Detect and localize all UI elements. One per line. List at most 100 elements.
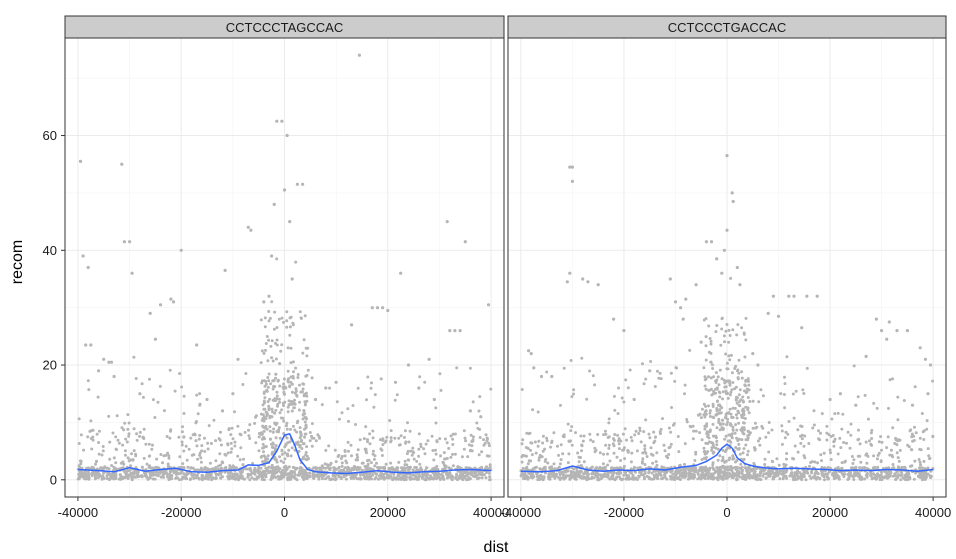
data-point [641,457,644,460]
data-point [344,466,347,469]
data-point [354,423,357,426]
data-point [232,437,235,440]
data-point [570,472,573,475]
data-point [790,471,793,474]
outlier-point [865,355,868,358]
data-point [711,416,714,419]
outlier-point [805,295,808,298]
data-point [344,454,347,457]
facet-strip-label: CCTCCCTGACCAC [668,20,786,35]
outlier-point [777,315,780,318]
data-point [153,416,156,419]
data-point [719,369,722,372]
data-point [923,460,926,463]
outlier-point [568,272,571,275]
data-point [92,429,95,432]
data-point [485,433,488,436]
data-point [583,460,586,463]
data-point [715,443,718,446]
outlier-point [550,375,553,378]
data-point [630,452,633,455]
data-point [83,471,86,474]
data-point [451,453,454,456]
data-point [445,473,448,476]
data-point [200,444,203,447]
data-point [743,426,746,429]
data-point [589,439,592,442]
data-point [627,451,630,454]
outlier-point [906,329,909,332]
data-point [707,471,710,474]
data-point [177,436,180,439]
data-point [913,478,916,481]
data-point [549,472,552,475]
data-point [736,323,739,326]
data-point [276,391,279,394]
data-point [449,456,452,459]
data-point [124,454,127,457]
data-point [572,474,575,477]
data-point [539,474,542,477]
data-point [135,377,138,380]
data-point [134,454,137,457]
data-point [841,467,844,470]
data-point [692,425,695,428]
data-point [162,454,165,457]
data-point [721,419,724,422]
data-point [146,463,149,466]
data-point [910,448,913,451]
data-point [356,453,359,456]
data-point [368,432,371,435]
data-point [89,419,92,422]
data-point [876,472,879,475]
data-point [482,438,485,441]
data-point [235,467,238,470]
data-point [168,457,171,460]
data-point [758,437,761,440]
data-point [922,438,925,441]
data-point [270,443,273,446]
data-point [425,478,428,481]
data-point [431,435,434,438]
data-point [912,435,915,438]
data-point [692,437,695,440]
data-point [278,467,281,470]
data-point [889,475,892,478]
data-point [390,475,393,478]
data-point [704,385,707,388]
data-point [721,317,724,320]
data-point [198,392,201,395]
data-point [538,459,541,462]
data-point [644,378,647,381]
data-point [887,407,890,410]
outlier-point [291,277,294,280]
data-point [372,436,375,439]
data-point [486,437,489,440]
data-point [393,437,396,440]
data-point [813,461,816,464]
data-point [300,317,303,320]
data-point [118,478,121,481]
data-point [163,409,166,412]
data-point [521,472,524,475]
data-point [911,440,914,443]
data-point [369,442,372,445]
data-point [98,430,101,433]
data-point [246,476,249,479]
outlier-point [270,254,273,257]
data-point [336,400,339,403]
data-point [263,454,266,457]
data-point [863,478,866,481]
data-point [200,467,203,470]
data-point [295,431,298,434]
data-point [485,471,488,474]
data-point [722,478,725,481]
data-point [347,450,350,453]
data-point [464,439,467,442]
data-point [778,470,781,473]
data-point [919,461,922,464]
data-point [144,443,147,446]
data-point [698,413,701,416]
data-point [595,475,598,478]
data-point [406,421,409,424]
